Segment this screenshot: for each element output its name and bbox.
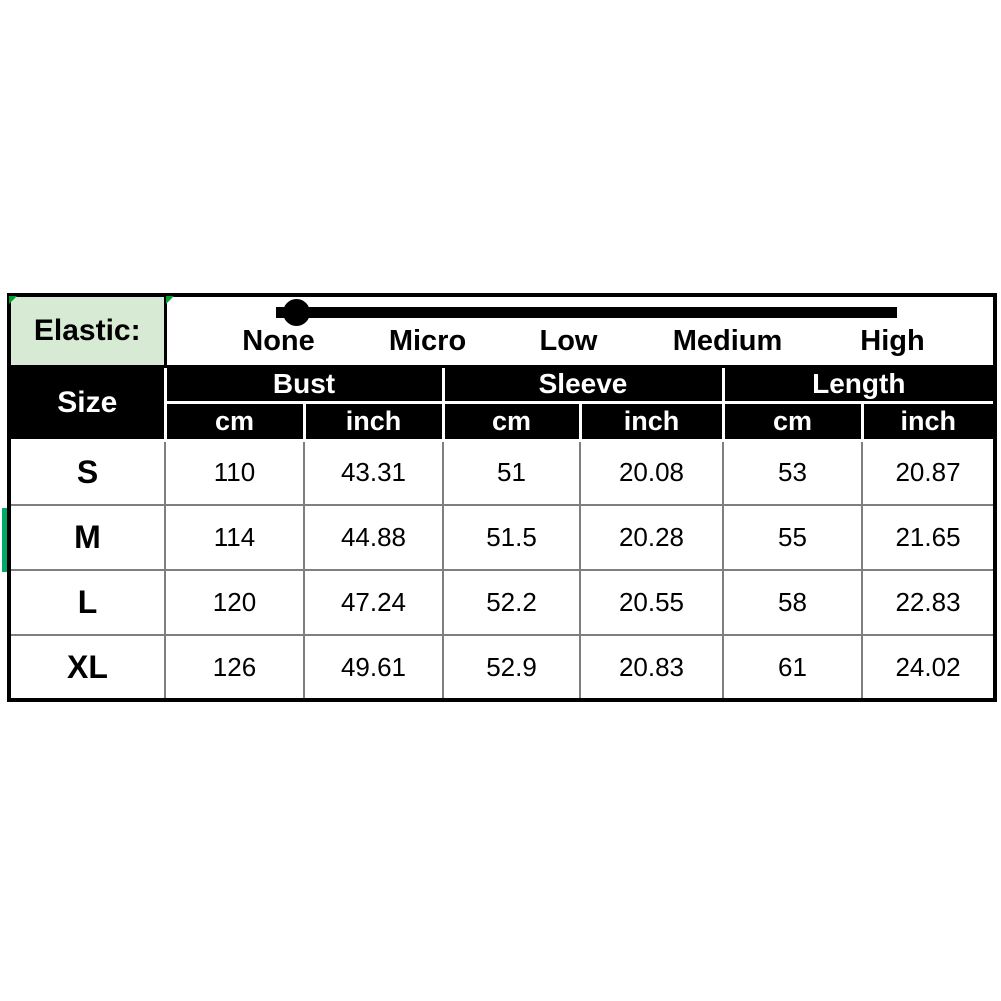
cell-sleeve-cm: 51.5 [442,504,581,571]
cell-bust-inch: 49.61 [303,634,444,701]
unit-header-length-cm: cm [721,400,864,442]
cell-sleeve-inch: 20.55 [579,569,724,636]
cell-bust-cm: 126 [164,634,305,701]
elastic-level-high: High [860,325,925,357]
elastic-slider-cell: None Micro Low Medium High [163,293,997,368]
unit-header-bust-cm: cm [163,400,306,442]
cell-length-inch: 24.02 [860,634,997,701]
elastic-label-cell: Elastic: [7,293,167,368]
cell-length-inch: 21.65 [860,504,997,571]
cell-length-cm: 58 [722,569,863,636]
elastic-level-none: None [242,325,315,357]
elastic-slider-handle[interactable] [282,299,310,326]
table-row-m: M 114 44.88 51.5 20.28 55 21.65 [8,504,997,571]
cell-sleeve-inch: 20.83 [579,634,724,701]
elastic-row: Elastic: None Micro Low Medium High [7,293,997,368]
unit-header-row: cm inch cm inch cm inch [9,400,997,442]
unit-header-sleeve-cm: cm [441,400,582,442]
cell-bust-cm: 110 [164,439,305,506]
size-row-label: XL [8,634,166,701]
elastic-level-medium: Medium [672,325,783,357]
m-row-green-marker [2,508,7,572]
group-header-length: Length [721,364,997,404]
cell-bust-inch: 44.88 [303,504,444,571]
green-corner-marker-icon [166,296,174,304]
size-row-label: L [8,569,166,636]
green-corner-marker-icon [9,296,17,304]
size-chart-table: Elastic: None Micro Low Medium High Size… [7,293,998,702]
cell-sleeve-cm: 51 [442,439,581,506]
group-header-bust: Bust [163,364,445,404]
table-row-s: S 110 43.31 51 20.08 53 20.87 [8,439,997,506]
unit-header-sleeve-inch: inch [578,400,725,442]
size-row-label: S [8,439,166,506]
size-column-header: Size [7,364,167,442]
cell-sleeve-inch: 20.08 [579,439,724,506]
cell-bust-cm: 120 [164,569,305,636]
size-row-label: M [8,504,166,571]
group-header-sleeve: Sleeve [441,364,725,404]
unit-header-bust-inch: inch [302,400,445,442]
cell-bust-cm: 114 [164,504,305,571]
elastic-label: Elastic: [33,313,141,347]
cell-bust-inch: 43.31 [303,439,444,506]
cell-sleeve-inch: 20.28 [579,504,724,571]
table-row-xl: XL 126 49.61 52.9 20.83 61 24.02 [8,634,997,701]
elastic-slider-track[interactable] [275,307,897,318]
cell-bust-inch: 47.24 [303,569,444,636]
elastic-level-low: Low [539,325,598,357]
cell-length-cm: 53 [722,439,863,506]
cell-length-cm: 55 [722,504,863,571]
cell-length-inch: 22.83 [860,569,997,636]
elastic-level-micro: Micro [388,325,467,357]
cell-length-cm: 61 [722,634,863,701]
cell-length-inch: 20.87 [860,439,997,506]
cell-sleeve-cm: 52.9 [442,634,581,701]
unit-header-length-inch: inch [860,400,997,442]
table-row-l: L 120 47.24 52.2 20.55 58 22.83 [8,569,997,636]
group-header-row: Size Bust Sleeve Length [7,364,997,442]
cell-sleeve-cm: 52.2 [442,569,581,636]
